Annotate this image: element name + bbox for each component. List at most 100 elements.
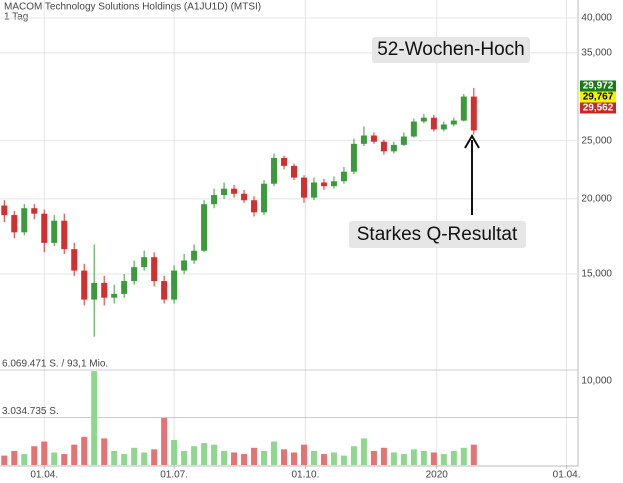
chart-subtitle: 1 Tag: [4, 12, 28, 23]
arrow-head: [464, 134, 480, 149]
volume-bar: [310, 450, 317, 465]
candle-body: [191, 250, 198, 261]
y-tick-label: 20,000: [581, 194, 612, 205]
candle-body: [440, 124, 447, 130]
price-label: 29,972: [583, 81, 614, 92]
volume-bar: [211, 444, 218, 465]
candle-body: [241, 193, 248, 201]
volume-bar: [380, 447, 387, 465]
volume-tick-label: 6.069.471 S. / 93,1 Mio.: [2, 359, 108, 370]
volume-bar: [161, 418, 168, 465]
volume-bar: [440, 454, 447, 465]
y-tick-label: 40,000: [581, 13, 612, 24]
annotation: 52-Wochen-Hoch: [377, 39, 525, 60]
volume-bar: [91, 371, 98, 465]
volume-bar: [11, 450, 18, 465]
candle-body: [281, 157, 288, 166]
x-tick-label: 2020: [426, 470, 449, 481]
volume-bar: [171, 439, 178, 465]
candle-body: [41, 213, 48, 243]
volume-bar: [470, 444, 477, 465]
x-tick-label: 01.10.: [292, 470, 320, 481]
candle-body: [231, 188, 238, 194]
volume-bar: [281, 449, 288, 465]
candle-body: [420, 117, 427, 122]
price-label-box: [580, 80, 616, 92]
volume-bar: [300, 444, 307, 465]
candle-body: [11, 215, 18, 233]
volume-bar: [31, 446, 38, 465]
candle-body: [300, 177, 307, 198]
x-tick-label: 01.07.: [160, 470, 188, 481]
annotation-box: [349, 221, 526, 248]
candle-body: [450, 120, 457, 125]
candle-body: [101, 282, 108, 298]
x-tick-label: 01.04.: [553, 470, 581, 481]
candle-body: [1, 205, 8, 216]
volume-bar: [330, 452, 337, 465]
candle-body: [460, 96, 467, 121]
y-tick-label: 25,000: [581, 135, 612, 146]
candle-body: [91, 282, 98, 300]
volume-bar: [191, 446, 198, 465]
volume-bar: [111, 450, 118, 465]
volume-bar: [51, 452, 58, 465]
price-label: 29,562: [583, 103, 614, 114]
volume-bar: [71, 444, 78, 465]
volume-bar: [221, 450, 228, 465]
x-tick-label: 01.04.: [30, 470, 58, 481]
volume-bar: [360, 438, 367, 465]
candle-body: [251, 200, 258, 213]
volume-bar: [271, 441, 278, 465]
candle-body: [340, 171, 347, 182]
volume-bar: [460, 447, 467, 465]
y-tick-label: 15,000: [581, 269, 612, 280]
candle-body: [271, 157, 278, 184]
volume-right-label: 10,000: [581, 376, 612, 387]
candle-body: [21, 208, 28, 233]
volume-tick-label: 3.034.735 S.: [2, 406, 59, 417]
volume-bar: [131, 447, 138, 465]
candle-body: [121, 281, 128, 294]
volume-bar: [400, 454, 407, 465]
candle-body: [61, 220, 68, 250]
annotation-box: [372, 37, 530, 63]
volume-bar: [81, 436, 88, 465]
chart-title: MACOM Technology Solutions Holdings (A1J…: [4, 2, 261, 13]
volume-bar: [41, 441, 48, 465]
candle-body: [81, 270, 88, 300]
candle-body: [310, 182, 317, 198]
volume-bar: [21, 454, 28, 465]
candle-body: [201, 204, 208, 251]
candle-body: [400, 136, 407, 145]
candle-body: [350, 143, 357, 172]
candle-body: [221, 188, 228, 196]
candle-body: [290, 165, 297, 178]
volume-bar: [181, 450, 188, 465]
candle-body: [370, 135, 377, 142]
volume-bar: [340, 455, 347, 465]
price-label: 29,767: [583, 92, 614, 103]
candle-body: [261, 183, 268, 213]
volume-bar: [1, 455, 8, 465]
candle-body: [330, 181, 337, 187]
volume-bar: [201, 443, 208, 465]
candle-body: [380, 141, 387, 152]
candle-body: [151, 257, 158, 282]
candle-body: [181, 260, 188, 271]
volume-bar: [151, 449, 158, 465]
candle-body: [470, 96, 477, 131]
volume-bar: [290, 452, 297, 465]
volume-bar: [370, 450, 377, 465]
volume-bar: [231, 452, 238, 465]
candle-body: [211, 195, 218, 205]
volume-bar: [420, 450, 427, 465]
volume-bar: [251, 447, 258, 465]
candle-body: [161, 281, 168, 300]
volume-bar: [261, 450, 268, 465]
volume-bar: [430, 452, 437, 465]
volume-bar: [320, 454, 327, 465]
candle-body: [171, 270, 178, 300]
candle-body: [131, 267, 138, 282]
